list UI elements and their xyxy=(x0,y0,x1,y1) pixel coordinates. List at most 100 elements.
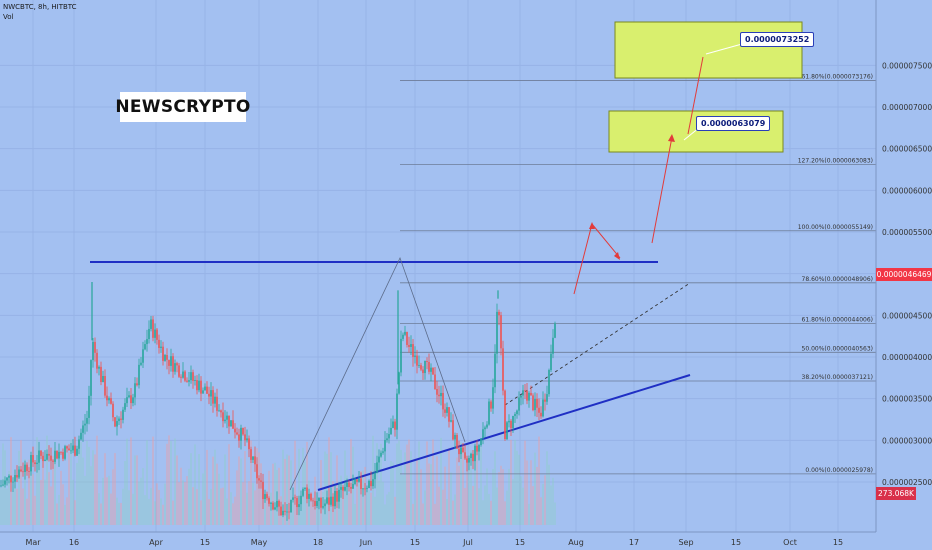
volume-bar xyxy=(264,494,266,525)
volume-bar xyxy=(168,435,170,525)
candle-body xyxy=(372,479,374,487)
volume-bar xyxy=(374,496,376,525)
volume-bar xyxy=(544,475,546,525)
candle-body xyxy=(136,383,138,386)
volume-bar xyxy=(326,453,328,525)
candle-body xyxy=(158,339,160,348)
candle-body xyxy=(400,338,402,373)
candle-body xyxy=(420,365,422,370)
candle-body xyxy=(416,355,418,366)
candle-body xyxy=(78,439,80,449)
volume-bar xyxy=(30,470,32,525)
volume-bar xyxy=(124,461,126,525)
candle-body xyxy=(110,398,112,404)
volume-bar xyxy=(194,444,196,525)
candle-body xyxy=(474,445,476,462)
volume-bar xyxy=(16,488,18,525)
candle-body xyxy=(84,423,86,426)
volume-bar xyxy=(84,475,86,525)
candle-body xyxy=(190,372,192,381)
candle-body xyxy=(368,480,370,488)
candle-body xyxy=(94,341,96,353)
candle-body xyxy=(144,344,146,350)
volume-bar xyxy=(186,476,188,525)
candle-body xyxy=(296,498,298,508)
volume-bar xyxy=(60,470,62,525)
candle-body xyxy=(506,422,508,440)
volume-bar xyxy=(282,449,284,525)
candle-body xyxy=(454,434,456,440)
volume-bar xyxy=(312,504,314,525)
candle-body xyxy=(458,448,460,455)
candle-body xyxy=(88,395,90,418)
volume-bar xyxy=(12,491,14,525)
candle-body xyxy=(478,445,480,452)
volume-bar xyxy=(470,450,472,525)
candle-body xyxy=(248,438,250,450)
candle-body xyxy=(224,419,226,422)
volume-bar xyxy=(348,492,350,525)
candle-body xyxy=(442,392,444,410)
time-tick-label: 16 xyxy=(69,538,79,547)
candle-body xyxy=(466,458,468,463)
volume-bar xyxy=(44,479,46,525)
volume-bar xyxy=(170,441,172,525)
candle-body xyxy=(236,432,238,435)
volume-bar xyxy=(408,439,410,525)
volume-bar xyxy=(236,470,238,525)
candle-body xyxy=(394,421,396,430)
volume-bar xyxy=(386,494,388,525)
time-axis[interactable]: Mar 16 Apr 15 May 18 Jun 15 Jul 15 Aug 17 Sep 15 Oct 15 xyxy=(25,538,843,547)
candle-body xyxy=(502,348,504,391)
volume-bar xyxy=(554,502,556,525)
candle-body xyxy=(460,447,462,455)
volume-bar xyxy=(422,503,424,525)
volume-bar xyxy=(88,446,90,525)
volume-bar xyxy=(440,437,442,525)
volume-bar xyxy=(222,487,224,525)
candle-body xyxy=(378,456,380,463)
volume-bar xyxy=(318,500,320,525)
volume-bar xyxy=(488,493,490,525)
candle-body xyxy=(132,397,134,404)
candle-body xyxy=(360,478,362,489)
candle-body xyxy=(164,355,166,361)
candle-body xyxy=(518,397,520,411)
volume-bar xyxy=(426,441,428,525)
candle-body xyxy=(300,495,302,505)
volume-bar xyxy=(360,470,362,525)
candle-body xyxy=(208,393,210,397)
volume-bar xyxy=(246,492,248,525)
candle-body xyxy=(276,500,278,508)
volume-bar xyxy=(428,463,430,525)
volume-bar xyxy=(86,440,88,525)
volume-bar xyxy=(500,465,502,525)
price-tick-label: 0.0000060000 xyxy=(882,186,932,195)
candle-body xyxy=(544,399,546,402)
volume-bar xyxy=(24,459,26,525)
candle-body xyxy=(44,459,46,462)
candle-body xyxy=(540,412,542,417)
candle-body xyxy=(22,471,24,473)
candle-body xyxy=(456,434,458,449)
volume-bar xyxy=(158,489,160,525)
projection-path xyxy=(573,56,704,295)
candle-body xyxy=(204,386,206,391)
volume-bar xyxy=(4,450,6,525)
volume-bar xyxy=(68,452,70,525)
candle-body xyxy=(62,452,64,459)
projection-arrowhead xyxy=(614,252,620,260)
volume-bar xyxy=(148,498,150,525)
volume-bar xyxy=(176,455,178,525)
candle-body xyxy=(20,469,22,472)
candle-body xyxy=(142,349,144,363)
volume-bar xyxy=(394,496,396,525)
candle-body xyxy=(234,428,236,433)
price-tick-label: 0.0000025000 xyxy=(882,478,932,487)
volume-bar xyxy=(540,497,542,525)
volume-bar xyxy=(342,484,344,525)
candle-body xyxy=(140,362,142,365)
volume-bar xyxy=(424,490,426,525)
candle-body xyxy=(272,502,274,510)
